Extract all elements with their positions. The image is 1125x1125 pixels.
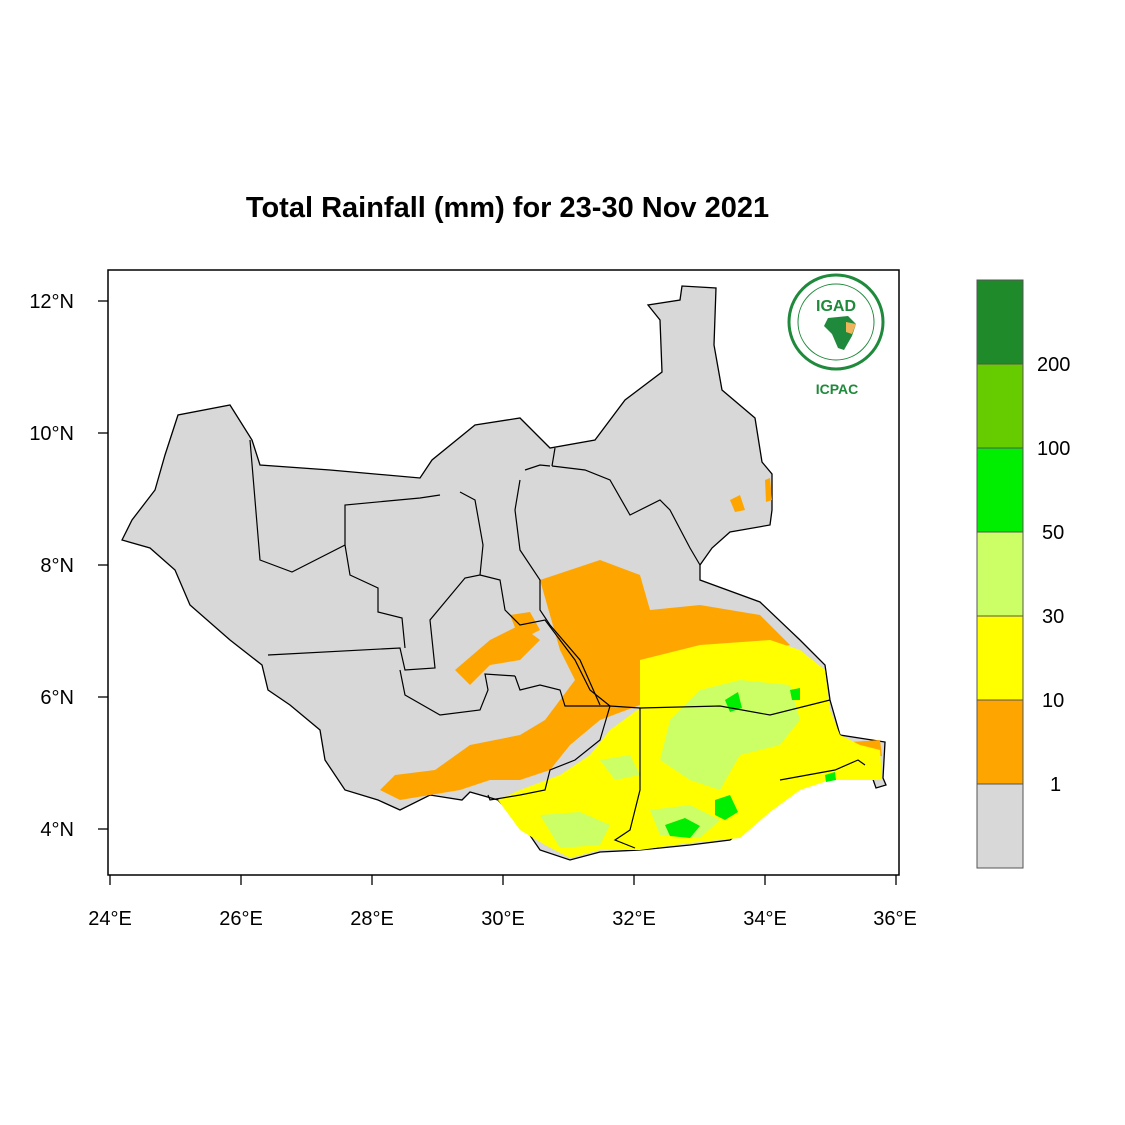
legend-box-100-200 (976, 363, 1024, 449)
x-tick-label: 30°E (481, 908, 525, 930)
logo-bottom-text: ICPAC (816, 381, 859, 397)
y-tick-label: 4°N (40, 819, 74, 841)
legend-label: 100 (1037, 438, 1070, 460)
x-tick-label: 26°E (219, 908, 263, 930)
y-tick-labels: 12°N 10°N 8°N 6°N 4°N (29, 291, 74, 841)
x-tick-label: 28°E (350, 908, 394, 930)
legend-box-30-50 (976, 531, 1024, 617)
legend-label: 200 (1037, 354, 1070, 376)
color-legend (976, 279, 1024, 869)
legend-label: 1 (1050, 774, 1061, 796)
x-tick-label: 32°E (612, 908, 656, 930)
legend-box-200-plus (976, 279, 1024, 365)
rain-50-100mm (665, 688, 836, 838)
state-borders (249, 439, 866, 849)
legend-label: 10 (1042, 690, 1064, 712)
x-tick-label: 34°E (743, 908, 787, 930)
x-axis (109, 875, 897, 885)
legend-label: 50 (1042, 522, 1064, 544)
legend-box-below-1 (976, 783, 1024, 869)
legend-box-1-10 (976, 699, 1024, 785)
y-axis (98, 300, 108, 830)
legend-labels: 200 100 50 30 10 1 (1037, 354, 1070, 796)
y-tick-label: 6°N (40, 687, 74, 709)
y-tick-label: 10°N (29, 423, 74, 445)
legend-label: 30 (1042, 606, 1064, 628)
legend-box-50-100 (976, 447, 1024, 533)
x-tick-labels: 24°E 26°E 28°E 30°E 32°E 34°E 36°E (88, 908, 917, 930)
logo-top-text: IGAD (816, 298, 856, 315)
y-tick-label: 12°N (29, 291, 74, 313)
y-tick-label: 8°N (40, 555, 74, 577)
legend-box-10-30 (976, 615, 1024, 701)
x-tick-label: 24°E (88, 908, 132, 930)
x-tick-label: 36°E (873, 908, 917, 930)
igad-icpac-logo: IGAD ICPAC (787, 273, 885, 397)
map-title: Total Rainfall (mm) for 23-30 Nov 2021 (245, 192, 770, 224)
